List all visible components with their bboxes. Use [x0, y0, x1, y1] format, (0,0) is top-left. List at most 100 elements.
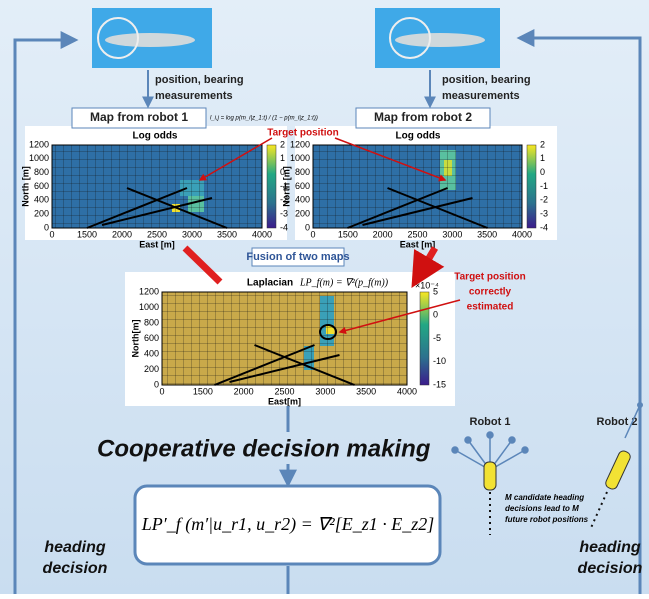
colorbar-tick: -15	[433, 379, 446, 389]
decision-text: heading	[44, 539, 106, 556]
robot-label: Robot 2	[597, 416, 638, 428]
x-tick-label: 1500	[338, 229, 358, 239]
candidate-text: decisions lead to M	[505, 504, 579, 513]
x-tick-label: 0	[159, 386, 164, 396]
drone-1	[92, 8, 212, 68]
y-tick-label: 1200	[29, 139, 49, 149]
x-tick-label: 3500	[217, 229, 237, 239]
robot-label: Robot 1	[470, 416, 511, 428]
colorbar-tick: -3	[540, 209, 548, 219]
colorbar-tick: 0	[433, 310, 438, 320]
target-label: Target position	[267, 128, 338, 139]
x-tick-label: 1500	[193, 386, 213, 396]
y-tick-label: 600	[144, 333, 159, 343]
decision-text: heading	[579, 539, 641, 556]
x-tick-label: 2000	[112, 229, 132, 239]
x-axis-label: East[m]	[268, 396, 301, 406]
candidate-text: future robot positions	[505, 515, 589, 524]
x-tick-label: 2500	[274, 386, 294, 396]
x-tick-label: 0	[49, 229, 54, 239]
measure-text: measurements	[155, 90, 233, 102]
colorbar-tick: -5	[433, 333, 441, 343]
colorbar-tick: 2	[540, 139, 545, 149]
colorbar-tick: 2	[280, 139, 285, 149]
x-tick-label: 4000	[397, 386, 417, 396]
plot-formula: LP_f(m) = ∇²(p_f(m))	[299, 277, 389, 288]
y-tick-label: 400	[144, 348, 159, 358]
heatmap-grid	[313, 145, 522, 228]
colorbar	[420, 292, 429, 385]
x-axis-label: East [m]	[400, 239, 436, 249]
y-tick-label: 200	[295, 209, 310, 219]
plot-title: Log odds	[396, 131, 441, 142]
y-axis-label: North[m]	[130, 320, 140, 358]
main-formula: LP′_f (m′|u_r1, u_r2) = ∇²[E_z1 · E_z2]	[141, 514, 434, 535]
heading: Cooperative decision making	[97, 435, 431, 462]
x-tick-label: 2000	[234, 386, 254, 396]
y-tick-label: 1000	[290, 153, 310, 163]
heatmap-grid	[52, 145, 262, 228]
x-tick-label: 3500	[477, 229, 497, 239]
y-tick-label: 1000	[29, 153, 49, 163]
y-tick-label: 1200	[139, 286, 159, 296]
x-tick-label: 3500	[356, 386, 376, 396]
colorbar-tick: -4	[540, 222, 548, 232]
x-tick-label: 4000	[252, 229, 272, 239]
x-tick-label: 2000	[373, 229, 393, 239]
colorbar-tick: 1	[280, 153, 285, 163]
y-tick-label: 1200	[290, 139, 310, 149]
robot-2-heading	[637, 402, 643, 408]
x-tick-label: 3000	[315, 386, 335, 396]
y-tick-label: 800	[295, 167, 310, 177]
y-axis-label: North [m]	[281, 166, 291, 207]
colorbar	[527, 145, 536, 228]
y-tick-label: 0	[44, 222, 49, 232]
measure-text: measurements	[442, 90, 520, 102]
x-tick-label: 4000	[512, 229, 532, 239]
drone-2	[375, 8, 500, 68]
slide: position, bearing measurements position,…	[0, 0, 649, 594]
x-tick-label: 3000	[442, 229, 462, 239]
formula: l_i,j = log p(m_i|z_1:t) / (1 − p(m_i|z_…	[210, 116, 318, 122]
fusion-label: Fusion of two maps	[246, 251, 349, 263]
colorbar-tick: 1	[540, 153, 545, 163]
y-tick-label: 200	[144, 364, 159, 374]
decision-text: decision	[578, 560, 643, 577]
colorbar	[267, 145, 276, 228]
colorbar-tick: -2	[540, 195, 548, 205]
target-correct: correctly	[469, 287, 512, 298]
colorbar-tick: -4	[280, 222, 288, 232]
robot-1	[484, 462, 496, 490]
x-tick-label: 2500	[147, 229, 167, 239]
target-correct: estimated	[467, 302, 514, 313]
map-title: Map from robot 1	[90, 110, 188, 124]
y-tick-label: 1000	[139, 302, 159, 312]
target-correct: Target position	[454, 272, 525, 283]
y-tick-label: 400	[295, 195, 310, 205]
measure-text: position, bearing	[155, 74, 244, 86]
colorbar-tick: -3	[280, 209, 288, 219]
y-tick-label: 800	[34, 167, 49, 177]
measure-text: position, bearing	[442, 74, 531, 86]
y-tick-label: 800	[144, 317, 159, 327]
colorbar-tick: 0	[540, 167, 545, 177]
plot-title: Log odds	[133, 131, 178, 142]
y-tick-label: 0	[305, 222, 310, 232]
decision-text: decision	[43, 560, 108, 577]
colorbar-tick: -10	[433, 356, 446, 366]
colorbar-tick: -1	[540, 181, 548, 191]
x-tick-label: 3000	[182, 229, 202, 239]
map-title: Map from robot 2	[374, 110, 472, 124]
x-tick-label: 2500	[407, 229, 427, 239]
x-tick-label: 1500	[77, 229, 97, 239]
y-axis-label: North [m]	[20, 166, 30, 207]
y-tick-label: 200	[34, 209, 49, 219]
y-tick-label: 0	[154, 379, 159, 389]
y-tick-label: 600	[295, 181, 310, 191]
y-tick-label: 400	[34, 195, 49, 205]
heatmap-grid	[162, 292, 407, 385]
y-tick-label: 600	[34, 181, 49, 191]
candidate-text: M candidate heading	[505, 493, 584, 502]
x-tick-label: 0	[310, 229, 315, 239]
plot-title: Laplacian	[247, 278, 293, 289]
